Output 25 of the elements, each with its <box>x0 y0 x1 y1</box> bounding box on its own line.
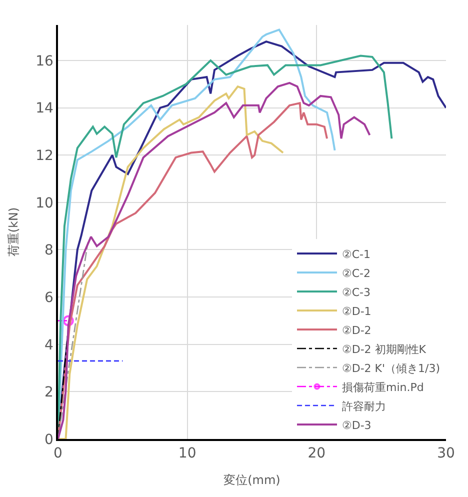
legend-label: ②D-3 <box>342 418 372 432</box>
x-tick-label: 30 <box>437 446 455 462</box>
x-tick-label: 20 <box>308 446 326 462</box>
legend-label: ②C-1 <box>342 248 371 261</box>
y-tick-label: 0 <box>44 432 54 448</box>
y-tick-label: 4 <box>44 337 54 354</box>
legend-label: ②D-1 <box>342 304 372 318</box>
line-series <box>58 86 284 439</box>
x-tick-label: 10 <box>178 446 196 462</box>
y-tick-label: 10 <box>36 195 54 212</box>
y-tick-label: 2 <box>44 384 54 401</box>
y-tick-label: 12 <box>36 148 54 164</box>
y-tick-label: 16 <box>36 53 54 70</box>
legend-label: ②D-2 <box>342 324 372 337</box>
y-tick-label: 14 <box>36 100 54 117</box>
y-tick-label: 6 <box>44 290 54 306</box>
legend-label: 許容耐力 <box>342 400 386 413</box>
y-tick-label: 8 <box>44 242 54 259</box>
y-axis-title: 荷重(kN) <box>6 207 20 257</box>
legend-label: ②D-2 初期剛性K <box>342 342 427 356</box>
legend-label: ②C-2 <box>342 266 371 280</box>
legend-label: ②D-2 K'（傾き1/3) <box>342 362 440 375</box>
x-axis-title: 変位(mm) <box>224 472 280 487</box>
legend-label: 損傷荷重min.Pd <box>342 380 424 394</box>
legend-label: ②C-3 <box>342 286 371 299</box>
